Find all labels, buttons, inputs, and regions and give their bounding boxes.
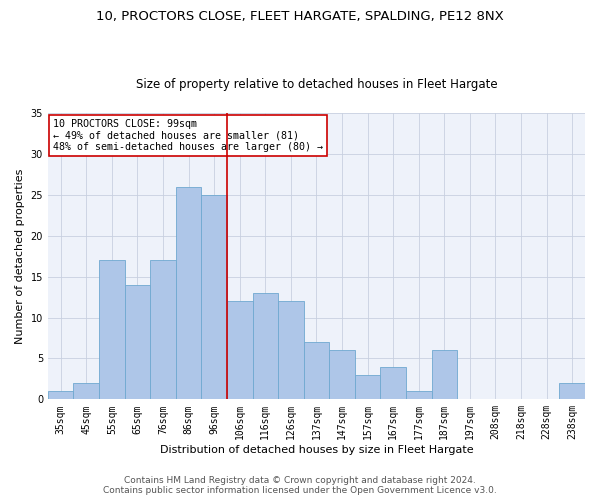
Text: 10 PROCTORS CLOSE: 99sqm
← 49% of detached houses are smaller (81)
48% of semi-d: 10 PROCTORS CLOSE: 99sqm ← 49% of detach… — [53, 118, 323, 152]
Bar — [73, 383, 99, 400]
Title: Size of property relative to detached houses in Fleet Hargate: Size of property relative to detached ho… — [136, 78, 497, 91]
Y-axis label: Number of detached properties: Number of detached properties — [15, 168, 25, 344]
Bar — [202, 195, 227, 400]
Bar — [406, 391, 431, 400]
Bar — [431, 350, 457, 400]
Bar — [355, 375, 380, 400]
Bar — [48, 391, 73, 400]
Bar — [329, 350, 355, 400]
Bar — [559, 383, 585, 400]
Text: Contains HM Land Registry data © Crown copyright and database right 2024.
Contai: Contains HM Land Registry data © Crown c… — [103, 476, 497, 495]
Bar — [227, 301, 253, 400]
Bar — [304, 342, 329, 400]
X-axis label: Distribution of detached houses by size in Fleet Hargate: Distribution of detached houses by size … — [160, 445, 473, 455]
Text: 10, PROCTORS CLOSE, FLEET HARGATE, SPALDING, PE12 8NX: 10, PROCTORS CLOSE, FLEET HARGATE, SPALD… — [96, 10, 504, 23]
Bar — [380, 366, 406, 400]
Bar — [99, 260, 125, 400]
Bar — [176, 186, 202, 400]
Bar — [125, 285, 150, 400]
Bar — [150, 260, 176, 400]
Bar — [253, 293, 278, 400]
Bar — [278, 301, 304, 400]
